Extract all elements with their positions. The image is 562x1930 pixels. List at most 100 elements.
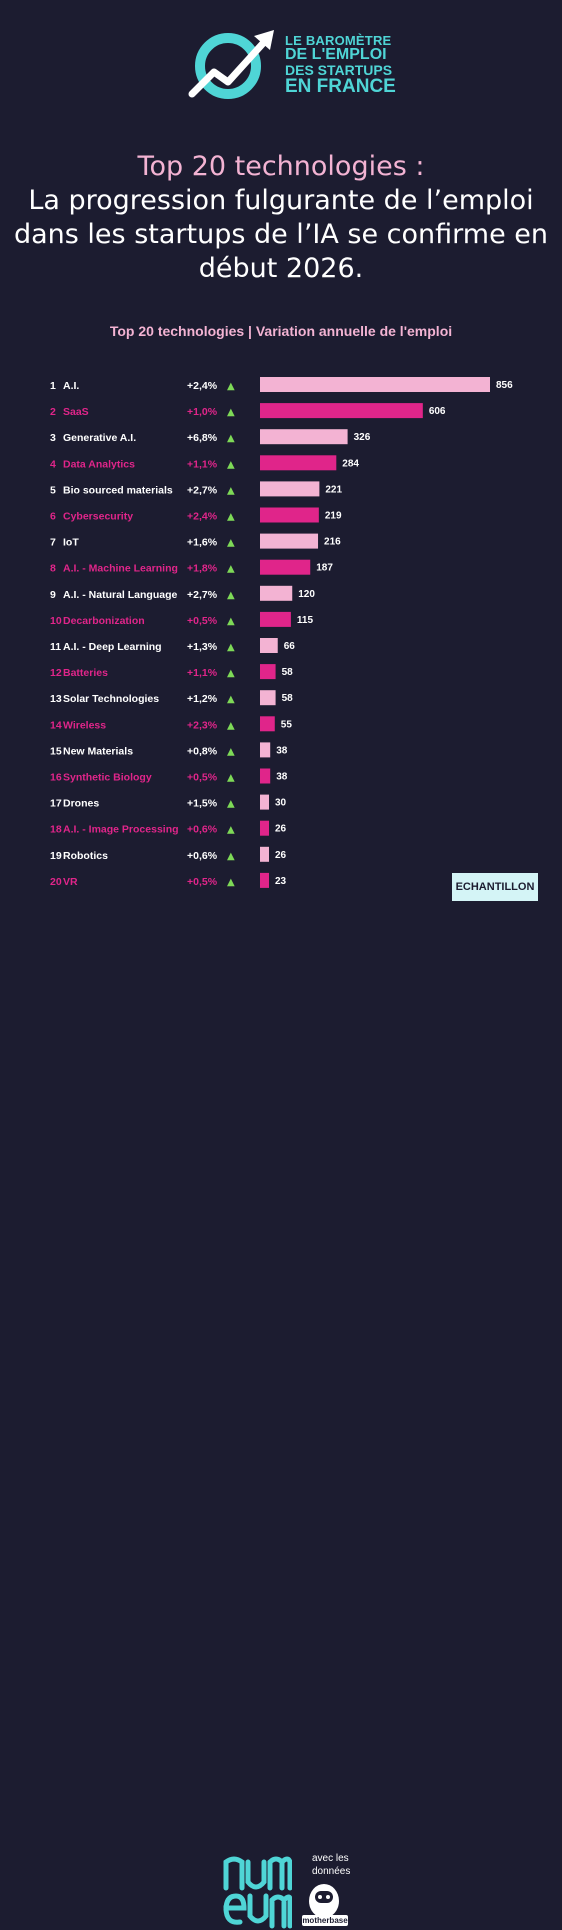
bar xyxy=(260,742,271,758)
category-label: A.I. - Image Processing xyxy=(63,824,179,836)
variation-label: +1,6% xyxy=(187,537,218,549)
rank-label: 8 xyxy=(50,563,56,575)
bar xyxy=(260,429,348,445)
variation-label: +0,5% xyxy=(187,615,218,627)
value-label: 221 xyxy=(325,484,342,495)
value-label: 38 xyxy=(276,772,288,783)
category-label: A.I. - Natural Language xyxy=(63,589,178,601)
logo-line-3: DES STARTUPS xyxy=(285,62,393,78)
rank-label: 12 xyxy=(50,667,62,679)
value-label: 187 xyxy=(316,563,333,574)
rank-label: 5 xyxy=(50,484,56,496)
bar xyxy=(260,455,337,471)
category-label: Solar Technologies xyxy=(63,693,159,705)
bar xyxy=(260,690,276,706)
up-arrow-icon: ▲ xyxy=(227,799,235,810)
variation-label: +0,8% xyxy=(187,745,218,757)
bar xyxy=(260,611,291,627)
headline-line-1: Top 20 technologies : xyxy=(137,151,425,182)
bar xyxy=(260,377,490,392)
bar xyxy=(260,481,320,497)
headline-line-4: début 2026. xyxy=(198,253,364,284)
up-arrow-icon: ▲ xyxy=(227,746,235,757)
up-arrow-icon: ▲ xyxy=(227,668,235,679)
value-label: 26 xyxy=(275,850,287,861)
up-arrow-icon: ▲ xyxy=(227,694,235,705)
category-label: SaaS xyxy=(63,406,89,418)
up-arrow-icon: ▲ xyxy=(227,825,235,836)
rank-label: 19 xyxy=(50,850,62,862)
rank-label: 1 xyxy=(50,380,56,392)
value-label: 284 xyxy=(342,458,359,469)
bar xyxy=(260,768,271,784)
category-label: New Materials xyxy=(63,745,133,757)
category-label: Batteries xyxy=(63,667,108,679)
category-label: Cybersecurity xyxy=(63,511,133,523)
variation-label: +2,7% xyxy=(187,589,218,601)
growth-arrow-icon xyxy=(188,30,274,99)
bar xyxy=(260,638,278,653)
value-label: 606 xyxy=(429,406,446,417)
category-label: A.I. - Deep Learning xyxy=(63,641,162,653)
rank-label: 13 xyxy=(50,693,62,705)
rank-label: 17 xyxy=(50,798,62,810)
rank-label: 10 xyxy=(50,615,62,627)
headline-line-3: dans les startups de l’IA se confirme en xyxy=(13,219,548,250)
category-label: A.I. xyxy=(63,380,79,392)
bar xyxy=(260,846,269,862)
variation-label: +0,6% xyxy=(187,850,218,862)
value-label: 219 xyxy=(325,511,342,522)
numeum-logo-icon xyxy=(223,1856,292,1929)
data-credit-line-2: données xyxy=(312,1866,351,1877)
value-label: 26 xyxy=(275,824,287,835)
value-label: 58 xyxy=(282,667,294,678)
footer: avec les données motherbase xyxy=(0,922,562,1929)
category-label: Decarbonization xyxy=(63,615,145,627)
logo-line-2: DE L'EMPLOI xyxy=(285,46,387,63)
rank-label: 20 xyxy=(50,876,62,888)
logo-line-1: LE BAROMÈTRE xyxy=(285,33,392,48)
up-arrow-icon: ▲ xyxy=(227,720,235,731)
value-label: 216 xyxy=(324,537,341,548)
up-arrow-icon: ▲ xyxy=(227,381,235,392)
category-label: IoT xyxy=(63,537,79,549)
rank-label: 4 xyxy=(50,458,56,470)
variation-label: +1,5% xyxy=(187,798,218,810)
category-label: VR xyxy=(63,876,78,888)
rank-label: 11 xyxy=(50,641,61,653)
rank-label: 15 xyxy=(50,745,62,757)
up-arrow-icon: ▲ xyxy=(227,433,235,444)
variation-label: +1,1% xyxy=(187,458,218,470)
bar xyxy=(260,533,319,549)
up-arrow-icon: ▲ xyxy=(227,407,235,418)
category-label: Drones xyxy=(63,798,99,810)
rank-label: 14 xyxy=(50,719,62,731)
variation-label: +6,8% xyxy=(187,432,218,444)
up-arrow-icon: ▲ xyxy=(227,877,235,888)
category-label: Robotics xyxy=(63,850,108,862)
up-arrow-icon: ▲ xyxy=(227,459,235,470)
data-credit: avec les données xyxy=(312,1852,350,1878)
up-arrow-icon: ▲ xyxy=(227,512,235,523)
category-label: Wireless xyxy=(63,719,106,731)
rank-label: 6 xyxy=(50,511,56,523)
value-label: 55 xyxy=(281,719,293,730)
logo-line-4: EN FRANCE xyxy=(285,76,396,97)
variation-label: +1,2% xyxy=(187,693,218,705)
variation-label: +2,4% xyxy=(187,511,218,523)
value-label: 326 xyxy=(354,432,371,443)
up-arrow-icon: ▲ xyxy=(227,616,235,627)
category-label: Synthetic Biology xyxy=(63,772,152,784)
rank-label: 7 xyxy=(50,537,56,549)
variation-label: +2,7% xyxy=(187,484,218,496)
up-arrow-icon: ▲ xyxy=(227,564,235,575)
value-label: 66 xyxy=(284,641,296,652)
bar xyxy=(260,585,293,601)
headline: Top 20 technologies : La progression ful… xyxy=(0,150,562,286)
rank-label: 9 xyxy=(50,589,56,601)
value-label: 38 xyxy=(276,745,288,756)
variation-label: +1,1% xyxy=(187,667,218,679)
bar xyxy=(260,403,423,419)
rank-label: 2 xyxy=(50,406,56,418)
motherbase-label: motherbase xyxy=(302,1915,348,1926)
